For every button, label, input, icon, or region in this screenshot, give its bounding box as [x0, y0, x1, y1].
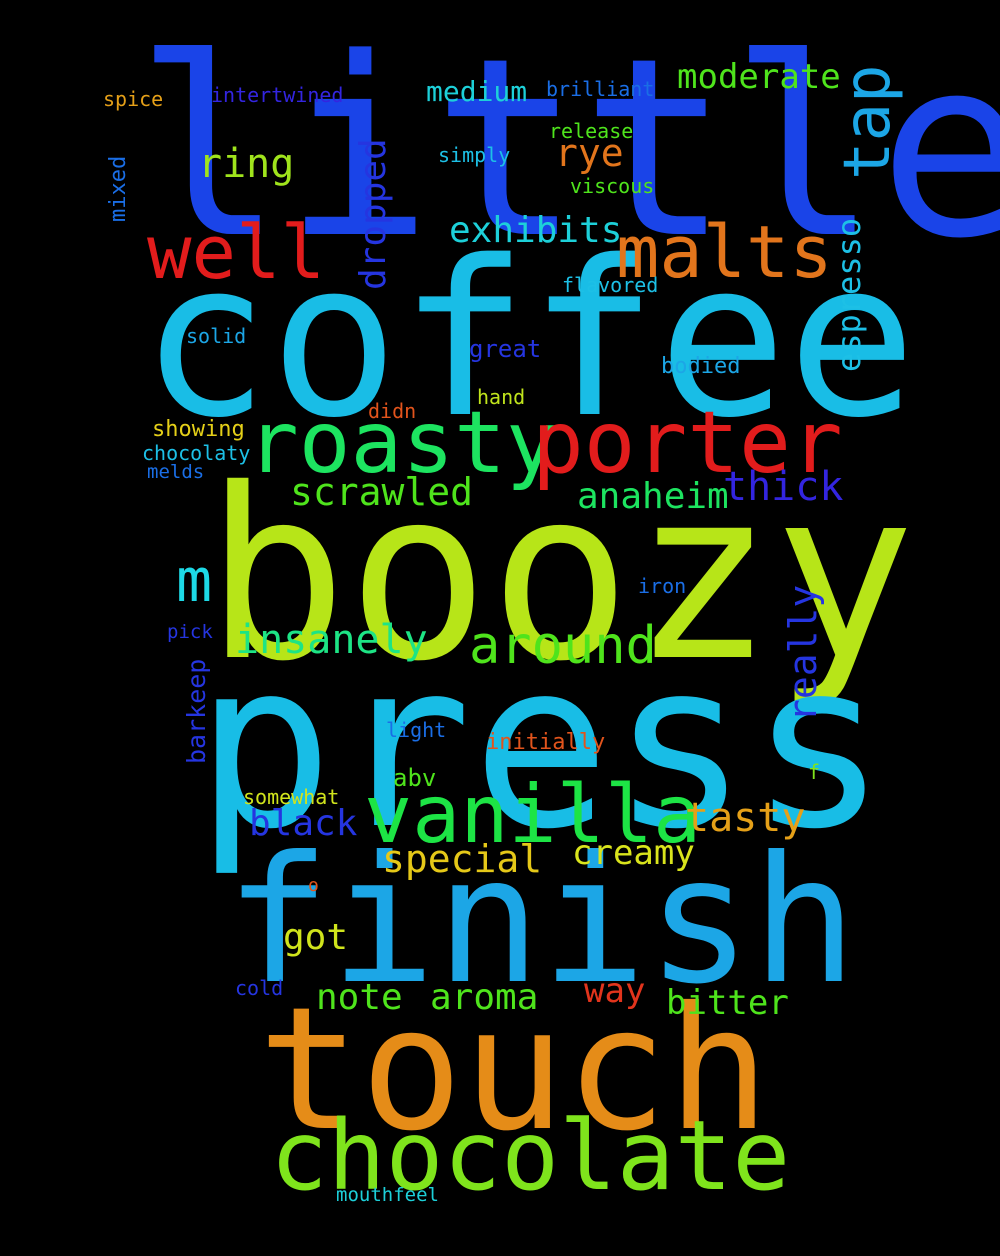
word-anaheim: anaheim	[577, 476, 729, 517]
word-flavored: flavored	[562, 273, 659, 297]
word-well: well	[147, 210, 326, 296]
word-barkeep: barkeep	[182, 658, 211, 764]
word-f: f	[808, 760, 821, 784]
word-boozy: boozy	[205, 438, 916, 713]
word-press: press	[195, 613, 888, 880]
word-black: black	[249, 803, 358, 844]
word-finish: finish	[225, 820, 858, 1023]
word-special: special	[382, 837, 543, 881]
word-hand: hand	[477, 385, 526, 409]
word-vanilla: vanilla	[364, 768, 702, 861]
word-simply: simply	[438, 143, 511, 167]
word-brilliant: brilliant	[546, 77, 655, 101]
word-intertwined: intertwined	[211, 83, 344, 107]
word-note: note	[316, 977, 403, 1018]
word-aroma: aroma	[430, 977, 539, 1018]
word-viscous: viscous	[570, 174, 655, 198]
word-got: got	[283, 917, 349, 958]
word-chocolate: chocolate	[270, 1100, 791, 1212]
word-m: m	[176, 546, 213, 616]
word-iron: iron	[638, 574, 687, 598]
word-dropped: dropped	[353, 138, 394, 290]
word-scrawled: scrawled	[290, 470, 474, 514]
word-didn: didn	[368, 399, 417, 423]
word-cold: cold	[235, 976, 284, 1000]
word-pick: pick	[167, 621, 213, 643]
word-tasty: tasty	[685, 795, 806, 841]
word-spice: spice	[103, 87, 164, 111]
word-really: really	[781, 584, 825, 722]
word-bitter: bitter	[666, 983, 789, 1023]
word-ring: ring	[198, 141, 295, 187]
word-roasty: roasty	[247, 393, 558, 493]
word-insanely: insanely	[235, 617, 428, 663]
word-chocolaty: chocolaty	[142, 441, 251, 465]
word-somewhat: somewhat	[243, 785, 340, 809]
word-exhibits: exhibits	[449, 210, 623, 251]
word-rye: rye	[555, 131, 624, 175]
word-o: o	[308, 875, 319, 896]
word-way: way	[584, 971, 646, 1011]
word-touch: touch	[258, 971, 770, 1169]
word-initially: initially	[486, 730, 606, 755]
word-medium: medium	[426, 75, 528, 108]
word-great: great	[469, 335, 542, 363]
word-mouthfeel: mouthfeel	[336, 1184, 439, 1206]
word-mixed: mixed	[106, 155, 131, 222]
word-bodied: bodied	[661, 354, 741, 379]
word-release: release	[549, 119, 634, 143]
word-creamy: creamy	[572, 833, 695, 873]
word-espresso: espresso	[830, 217, 868, 372]
word-around: around	[469, 616, 657, 676]
word-thick: thick	[723, 464, 844, 510]
word-abv: abv	[393, 764, 437, 792]
word-porter: porter	[532, 393, 843, 493]
word-showing: showing	[152, 417, 245, 442]
word-malts: malts	[616, 210, 833, 294]
word-melds: melds	[147, 461, 205, 483]
word-solid: solid	[186, 324, 247, 348]
word-light: light	[386, 718, 447, 742]
word-moderate: moderate	[677, 57, 841, 97]
word-tap: tap	[831, 64, 905, 180]
word-coffee: coffee	[140, 214, 917, 465]
word-little: little	[135, 6, 1000, 293]
